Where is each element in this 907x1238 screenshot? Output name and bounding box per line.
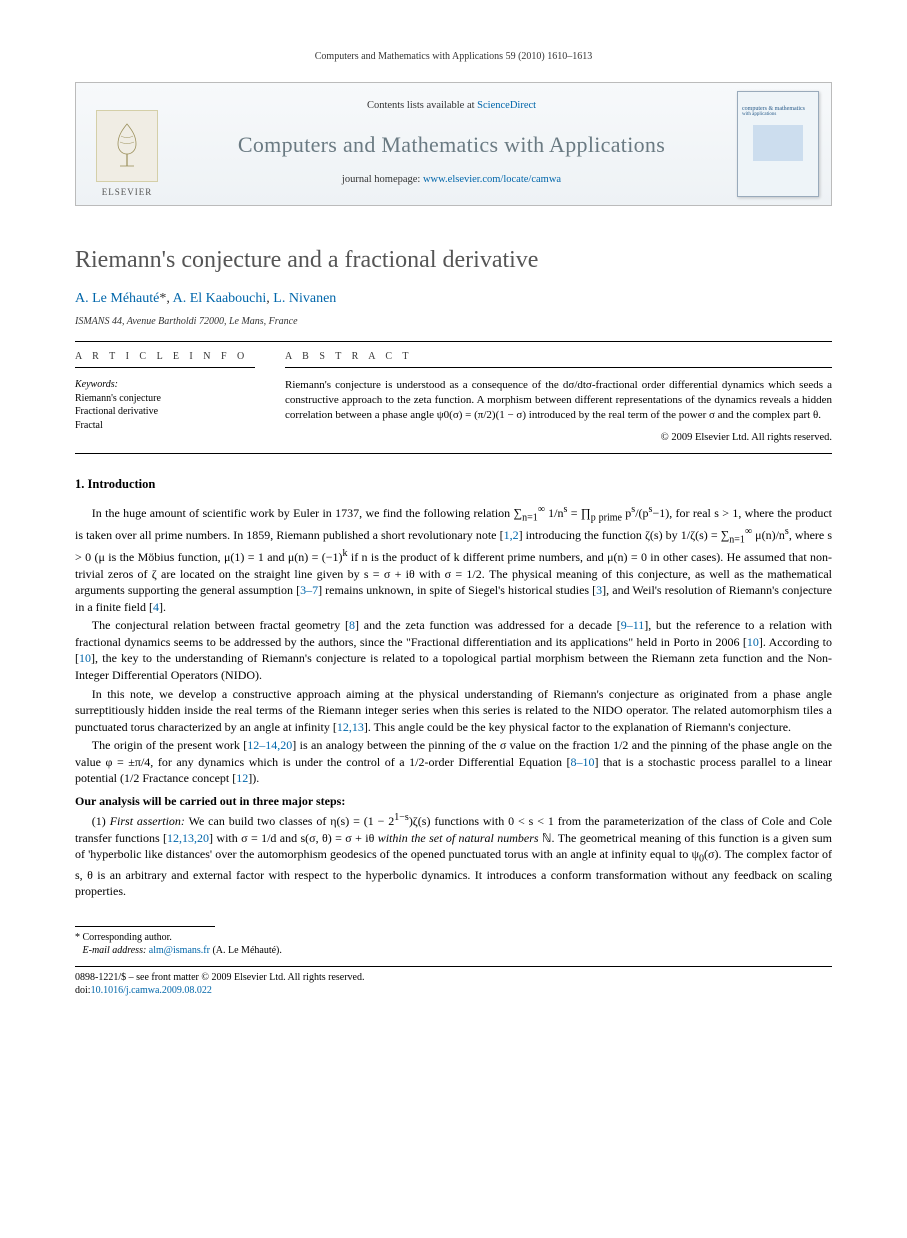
elsevier-tree-icon [96, 110, 158, 182]
corresponding-note: * Corresponding author. [75, 931, 832, 945]
paragraph: In this note, we develop a constructive … [75, 686, 832, 736]
page: Computers and Mathematics with Applicati… [0, 0, 907, 1038]
ref-link[interactable]: 10 [79, 651, 91, 665]
email-label: E-mail address: [83, 945, 147, 956]
ref-link[interactable]: 12,13,20 [167, 831, 209, 845]
contents-prefix: Contents lists available at [367, 100, 477, 111]
issn-line: 0898-1221/$ – see front matter © 2009 El… [75, 971, 832, 985]
contents-line: Contents lists available at ScienceDirec… [186, 99, 717, 113]
email-whose: (A. Le Méhauté). [212, 945, 281, 956]
email-line: E-mail address: alm@ismans.fr (A. Le Méh… [75, 944, 832, 958]
ref-link[interactable]: 3–7 [300, 583, 318, 597]
affiliation: ISMANS 44, Avenue Bartholdi 72000, Le Ma… [75, 315, 832, 329]
keyword: Fractal [75, 419, 255, 433]
authors: A. Le Méhauté*, A. El Kaabouchi, L. Niva… [75, 290, 832, 309]
author-link[interactable]: A. El Kaabouchi [173, 291, 267, 306]
abstract-copyright: © 2009 Elsevier Ltd. All rights reserved… [285, 431, 832, 445]
masthead-center: Contents lists available at ScienceDirec… [178, 83, 725, 205]
abstract: A B S T R A C T Riemann's conjecture is … [285, 350, 832, 445]
homepage-line: journal homepage: www.elsevier.com/locat… [186, 173, 717, 187]
steps-heading: Our analysis will be carried out in thre… [75, 793, 832, 810]
cover-title: computers & mathematics [742, 106, 814, 113]
publisher-block: ELSEVIER [76, 83, 178, 205]
sciencedirect-link[interactable]: ScienceDirect [477, 100, 536, 111]
homepage-link[interactable]: www.elsevier.com/locate/camwa [423, 174, 561, 185]
journal-name: Computers and Mathematics with Applicati… [186, 130, 717, 160]
email-link[interactable]: alm@ismans.fr [149, 945, 210, 956]
divider [75, 966, 832, 967]
section-number: 1. [75, 477, 84, 491]
body-text: In the huge amount of scientific work by… [75, 503, 832, 900]
masthead: ELSEVIER Contents lists available at Sci… [75, 82, 832, 206]
paragraph: (1) First assertion: We can build two cl… [75, 811, 832, 899]
cover-graphic-icon [753, 125, 803, 161]
publisher-name: ELSEVIER [102, 186, 153, 198]
keywords-label: Keywords: [75, 378, 255, 392]
cover-thumb-wrap: computers & mathematics with application… [725, 83, 831, 205]
ref-link[interactable]: 3 [596, 583, 602, 597]
ref-link[interactable]: 12,13 [337, 720, 364, 734]
author-link[interactable]: L. Nivanen [273, 291, 336, 306]
running-head: Computers and Mathematics with Applicati… [75, 50, 832, 64]
divider [75, 341, 832, 342]
paragraph: The conjectural relation between fractal… [75, 617, 832, 683]
ref-link[interactable]: 12 [236, 771, 248, 785]
section-heading: 1. Introduction [75, 476, 832, 493]
footnote-divider [75, 926, 215, 927]
corresponding-mark: * [159, 291, 166, 306]
article-info-heading: A R T I C L E I N F O [75, 350, 255, 369]
keyword: Riemann's conjecture [75, 392, 255, 406]
doi-line: doi:10.1016/j.camwa.2009.08.022 [75, 984, 832, 998]
ref-link[interactable]: 8–10 [571, 755, 595, 769]
homepage-prefix: journal homepage: [342, 174, 423, 185]
ref-link[interactable]: 10 [747, 635, 759, 649]
ref-link[interactable]: 4 [153, 600, 159, 614]
section-title: Introduction [88, 477, 156, 491]
cover-subtitle: with applications [742, 112, 814, 119]
ref-link[interactable]: 9–11 [621, 618, 645, 632]
abstract-heading: A B S T R A C T [285, 350, 832, 369]
paragraph: The origin of the present work [12–14,20… [75, 737, 832, 787]
info-abstract-row: A R T I C L E I N F O Keywords: Riemann'… [75, 350, 832, 445]
journal-cover-icon: computers & mathematics with application… [737, 91, 819, 197]
author-link[interactable]: A. Le Méhauté [75, 291, 159, 306]
article-title: Riemann's conjecture and a fractional de… [75, 246, 832, 275]
ref-link[interactable]: 1,2 [504, 528, 519, 542]
keyword: Fractional derivative [75, 405, 255, 419]
footnotes: * Corresponding author. E-mail address: … [75, 931, 832, 958]
paragraph: In the huge amount of scientific work by… [75, 503, 832, 616]
ref-link[interactable]: 12–14,20 [247, 738, 292, 752]
ref-link[interactable]: 8 [349, 618, 355, 632]
doi-link[interactable]: 10.1016/j.camwa.2009.08.022 [91, 985, 212, 996]
article-info: A R T I C L E I N F O Keywords: Riemann'… [75, 350, 255, 445]
doi-prefix: doi: [75, 985, 91, 996]
divider [75, 453, 832, 454]
keywords-list: Riemann's conjecture Fractional derivati… [75, 392, 255, 433]
abstract-text: Riemann's conjecture is understood as a … [285, 378, 832, 423]
